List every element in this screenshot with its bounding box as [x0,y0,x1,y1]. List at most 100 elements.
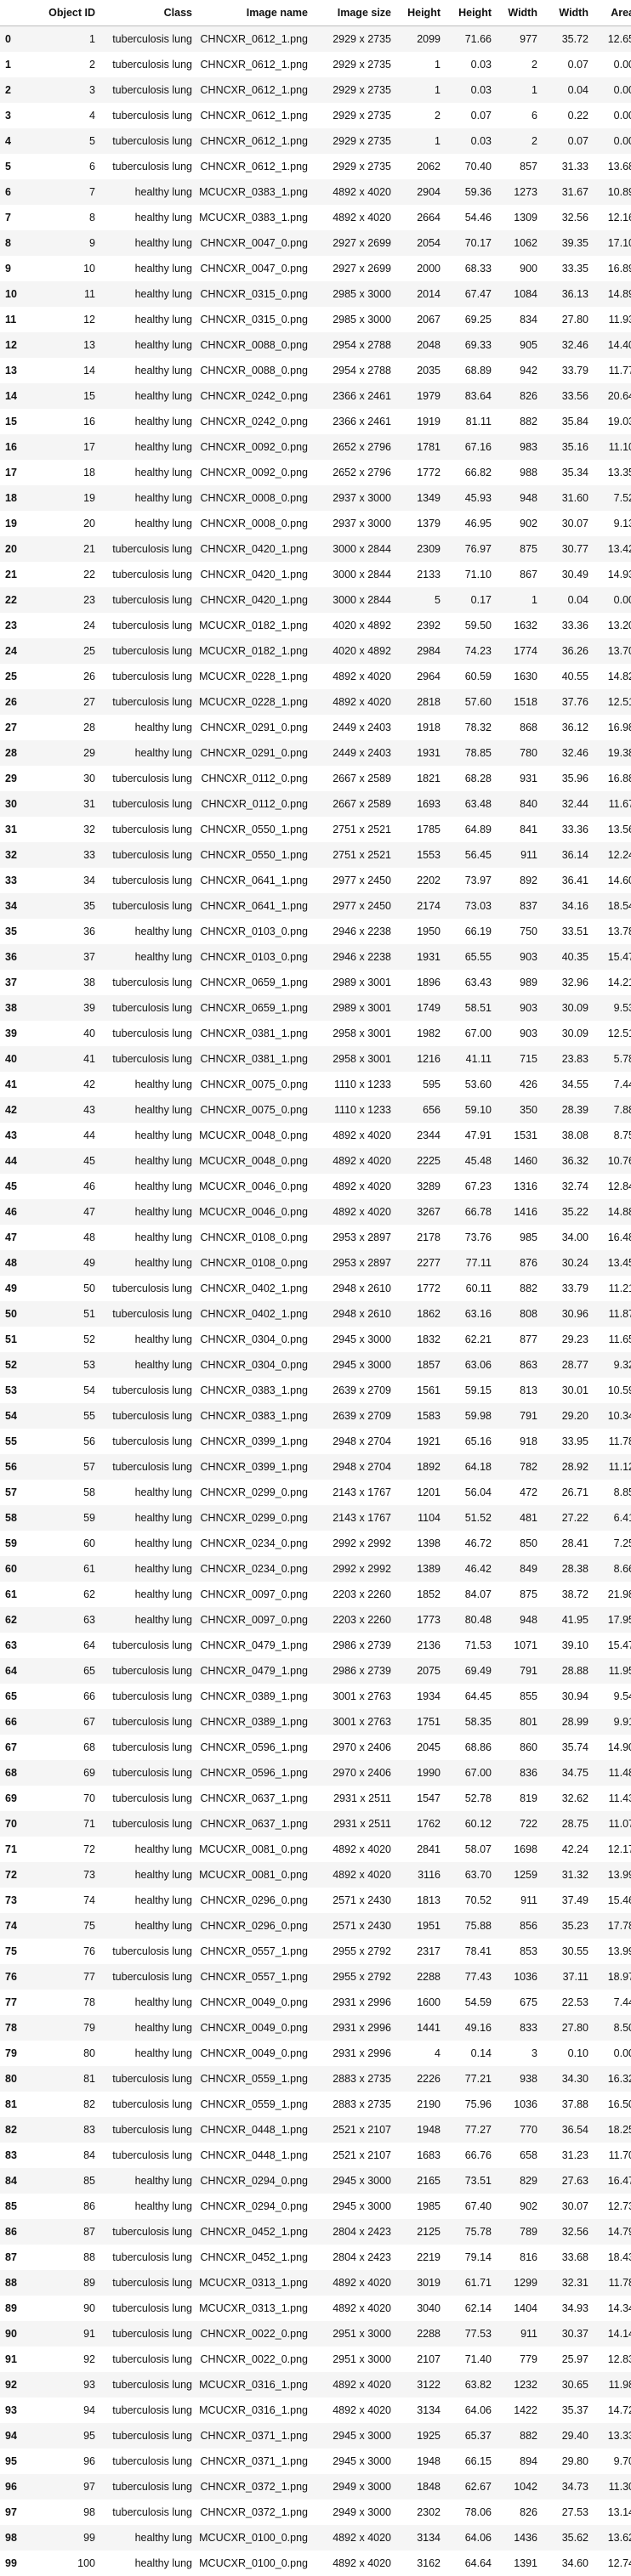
width-cell: 1416 [495,1199,541,1225]
height-percent-cell: 61.71 [444,2270,495,2296]
height-cell: 1772 [395,460,444,485]
area-cell: 14.60 [592,868,631,893]
width-cell: 860 [495,1735,541,1760]
width-cell: 857 [495,154,541,179]
area-cell: 12.84 [592,1174,631,1199]
image-size-cell: 2203 x 2260 [311,1607,395,1633]
class-cell: tuberculosis lung [99,2092,196,2117]
width-percent-cell: 33.35 [541,256,592,281]
row-index: 32 [0,842,37,868]
height-cell: 2174 [395,893,444,919]
class-cell: tuberculosis lung [99,2347,196,2372]
object-id-cell: 88 [37,2245,99,2270]
image-size-cell: 4892 x 4020 [311,1123,395,1148]
width-percent-cell: 22.53 [541,1990,592,2015]
height-percent-cell: 60.12 [444,1811,495,1837]
class-cell: healthy lung [99,919,196,944]
row-index: 83 [0,2143,37,2168]
image-name-cell: MCUCXR_0046_0.png [196,1174,311,1199]
class-cell: healthy lung [99,1123,196,1148]
class-cell: healthy lung [99,230,196,256]
area-cell: 12.24 [592,842,631,868]
image-name-cell: CHNCXR_0242_0.png [196,383,311,409]
row-index: 84 [0,2168,37,2194]
height-percent-cell: 77.43 [444,1964,495,1990]
row-index: 70 [0,1811,37,1837]
width-cell: 829 [495,2168,541,2194]
class-cell: tuberculosis lung [99,664,196,689]
height-percent-cell: 46.72 [444,1531,495,1556]
width-percent-cell: 0.04 [541,587,592,613]
image-name-cell: CHNCXR_0049_0.png [196,1990,311,2015]
class-cell: tuberculosis lung [99,2066,196,2092]
class-cell: tuberculosis lung [99,2245,196,2270]
height-cell: 1600 [395,1990,444,2015]
class-cell: tuberculosis lung [99,536,196,562]
image-size-cell: 2929 x 2735 [311,128,395,154]
object-id-cell: 13 [37,332,99,358]
height-cell: 1948 [395,2117,444,2143]
class-cell: healthy lung [99,1480,196,1505]
object-id-cell: 5 [37,128,99,154]
width-percent-cell: 28.92 [541,1454,592,1480]
height-percent-cell: 62.67 [444,2474,495,2500]
class-cell: tuberculosis lung [99,587,196,613]
height-cell: 4 [395,2041,444,2066]
width-cell: 826 [495,2500,541,2525]
height-percent-cell: 63.82 [444,2372,495,2398]
image-size-cell: 2954 x 2788 [311,358,395,383]
height-percent-cell: 75.78 [444,2219,495,2245]
height-percent-cell: 56.45 [444,842,495,868]
image-name-cell: MCUCXR_0316_1.png [196,2398,311,2423]
image-size-cell: 2804 x 2423 [311,2219,395,2245]
area-cell: 18.25 [592,2117,631,2143]
image-name-cell: CHNCXR_0294_0.png [196,2194,311,2219]
height-percent-cell: 77.53 [444,2321,495,2347]
image-size-cell: 2945 x 3000 [311,1327,395,1352]
class-cell: healthy lung [99,256,196,281]
height-percent-cell: 68.89 [444,358,495,383]
object-id-cell: 93 [37,2372,99,2398]
area-cell: 13.62 [592,2525,631,2551]
height-cell: 2045 [395,1735,444,1760]
class-cell: tuberculosis lung [99,128,196,154]
class-cell: tuberculosis lung [99,1403,196,1429]
row-index: 63 [0,1633,37,1658]
class-cell: healthy lung [99,1174,196,1199]
width-cell: 877 [495,1327,541,1352]
width-cell: 3 [495,2041,541,2066]
image-name-cell: MCUCXR_0048_0.png [196,1148,311,1174]
height-cell: 1398 [395,1531,444,1556]
width-cell: 903 [495,995,541,1021]
class-cell: tuberculosis lung [99,2270,196,2296]
width-percent-cell: 35.16 [541,434,592,460]
width-percent-cell: 35.22 [541,1199,592,1225]
image-size-cell: 4892 x 4020 [311,2398,395,2423]
class-cell: tuberculosis lung [99,1378,196,1403]
object-id-cell: 77 [37,1964,99,1990]
class-cell: healthy lung [99,1097,196,1123]
width-percent-cell: 35.72 [541,26,592,53]
height-cell: 2302 [395,2500,444,2525]
width-cell: 892 [495,868,541,893]
width-percent-cell: 29.80 [541,2449,592,2474]
width-percent-cell: 39.35 [541,230,592,256]
row-index: 98 [0,2525,37,2551]
width-cell: 715 [495,1046,541,1072]
area-cell: 11.65 [592,1327,631,1352]
class-cell: healthy lung [99,332,196,358]
area-cell: 11.48 [592,1760,631,1786]
image-name-cell: CHNCXR_0371_1.png [196,2449,311,2474]
width-cell: 868 [495,715,541,740]
image-size-cell: 2883 x 2735 [311,2092,395,2117]
